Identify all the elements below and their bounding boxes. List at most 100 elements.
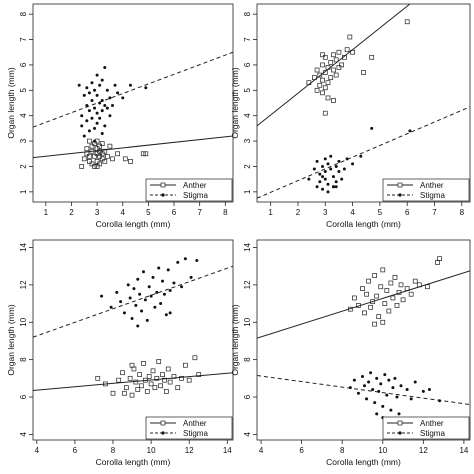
panel-top-right: 1 2 3 4 5 6 7 8 1 2 3 4 5 6 7 8 Corolla length (mm) Organ… — [230, 3, 471, 229]
legend-anther-label: Anther — [420, 419, 444, 428]
anther-point — [372, 273, 378, 278]
anther-point — [336, 65, 342, 70]
anther-fit-line — [257, 4, 411, 127]
anther-point — [120, 370, 125, 376]
stigma-point — [100, 98, 104, 102]
anther-point — [322, 85, 328, 91]
y-tick-label: 1 — [19, 189, 28, 194]
stigma-point — [356, 391, 360, 395]
stigma-point — [168, 288, 172, 292]
stigma-point — [183, 257, 187, 261]
anther-point — [322, 54, 328, 60]
anther-point — [105, 153, 110, 159]
stigma-point — [134, 303, 138, 307]
stigma-point — [331, 185, 335, 189]
anther-point — [314, 87, 320, 93]
x-tick-label: 3 — [323, 208, 328, 217]
anther-point — [368, 304, 373, 310]
stigma-point — [367, 380, 371, 384]
stigma-point — [159, 302, 163, 306]
stigma-point — [385, 393, 389, 397]
anther-point — [361, 70, 366, 75]
stigma-point — [381, 404, 385, 408]
x-tick-label: 4 — [259, 446, 264, 455]
stigma-point — [144, 86, 148, 90]
anther-point — [92, 153, 97, 159]
x-tick-label: 1 — [44, 208, 49, 217]
stigma-point — [93, 139, 97, 143]
anther-point — [404, 19, 410, 25]
anther-point — [325, 80, 331, 86]
stigma-point — [126, 283, 130, 287]
anther-point — [99, 156, 105, 162]
anther-point — [115, 151, 120, 157]
stigma-point — [109, 305, 113, 309]
stigma-point — [100, 78, 104, 82]
stigma-point — [375, 376, 379, 380]
stigma-point — [98, 83, 102, 87]
anther-point — [137, 372, 143, 377]
anther-point — [160, 372, 165, 377]
stigma-point — [130, 317, 134, 321]
anther-point — [175, 385, 181, 391]
legend-stigma-marker — [398, 431, 402, 435]
stigma-point — [340, 177, 344, 181]
stigma-point — [342, 167, 346, 171]
anther-point — [89, 161, 95, 167]
stigma-point — [363, 384, 367, 388]
stigma-point — [155, 290, 159, 294]
stigma-point — [149, 294, 153, 298]
stigma-point — [326, 182, 330, 186]
stigma-point — [180, 285, 184, 289]
stigma-point — [87, 129, 91, 133]
anther-point — [158, 383, 163, 389]
x-tick-label: 4 — [350, 208, 355, 217]
stigma-point — [329, 167, 333, 171]
panel-top-left: 1 2 3 4 5 6 7 8 1 2 3 4 5 6 7 8 Corolla length (mm) Organ… — [6, 3, 234, 229]
legend-box — [145, 178, 233, 202]
stigma-point — [321, 164, 325, 168]
anther-point — [325, 65, 331, 70]
stigma-point — [136, 324, 140, 328]
anther-point — [386, 308, 392, 314]
x-tick-label: 4 — [121, 208, 126, 217]
stigma-point — [321, 175, 325, 179]
y-tick-label: 14 — [243, 242, 252, 251]
anther-point — [102, 148, 108, 154]
anther-point — [328, 60, 334, 65]
stigma-point — [373, 401, 377, 405]
stigma-fit-line — [257, 375, 470, 405]
stigma-point — [334, 185, 338, 189]
anther-point — [356, 303, 361, 308]
stigma-point — [323, 177, 327, 181]
x-axis-title: Corolla length (mm) — [326, 457, 401, 467]
y-tick-label: 2 — [19, 164, 28, 169]
x-tick-label: 6 — [172, 208, 177, 217]
anther-point — [336, 49, 342, 55]
anther-fit-line — [33, 135, 233, 159]
stigma-point — [85, 86, 89, 90]
plot-frame — [256, 239, 471, 441]
anther-point — [99, 151, 105, 157]
x-tick-label: 7 — [197, 208, 202, 217]
stigma-point — [421, 389, 425, 393]
anther-point — [148, 381, 154, 387]
stigma-point — [395, 395, 399, 399]
anther-point — [320, 77, 325, 83]
anther-point — [347, 306, 353, 312]
anther-point — [398, 282, 404, 288]
y-tick-label: 3 — [243, 138, 252, 143]
stigma-point — [98, 116, 102, 120]
stigma-point — [136, 277, 140, 281]
anther-point — [152, 385, 158, 391]
x-tick-label: 7 — [432, 208, 437, 217]
anther-point — [362, 310, 367, 316]
anther-point — [342, 54, 347, 60]
stigma-point — [337, 159, 341, 163]
anther-point — [396, 289, 402, 295]
stigma-point — [360, 374, 364, 378]
stigma-point — [337, 170, 341, 174]
x-tick-label: 5 — [378, 208, 383, 217]
x-tick-label: 6 — [299, 446, 304, 455]
y-tick-label: 10 — [19, 317, 28, 326]
